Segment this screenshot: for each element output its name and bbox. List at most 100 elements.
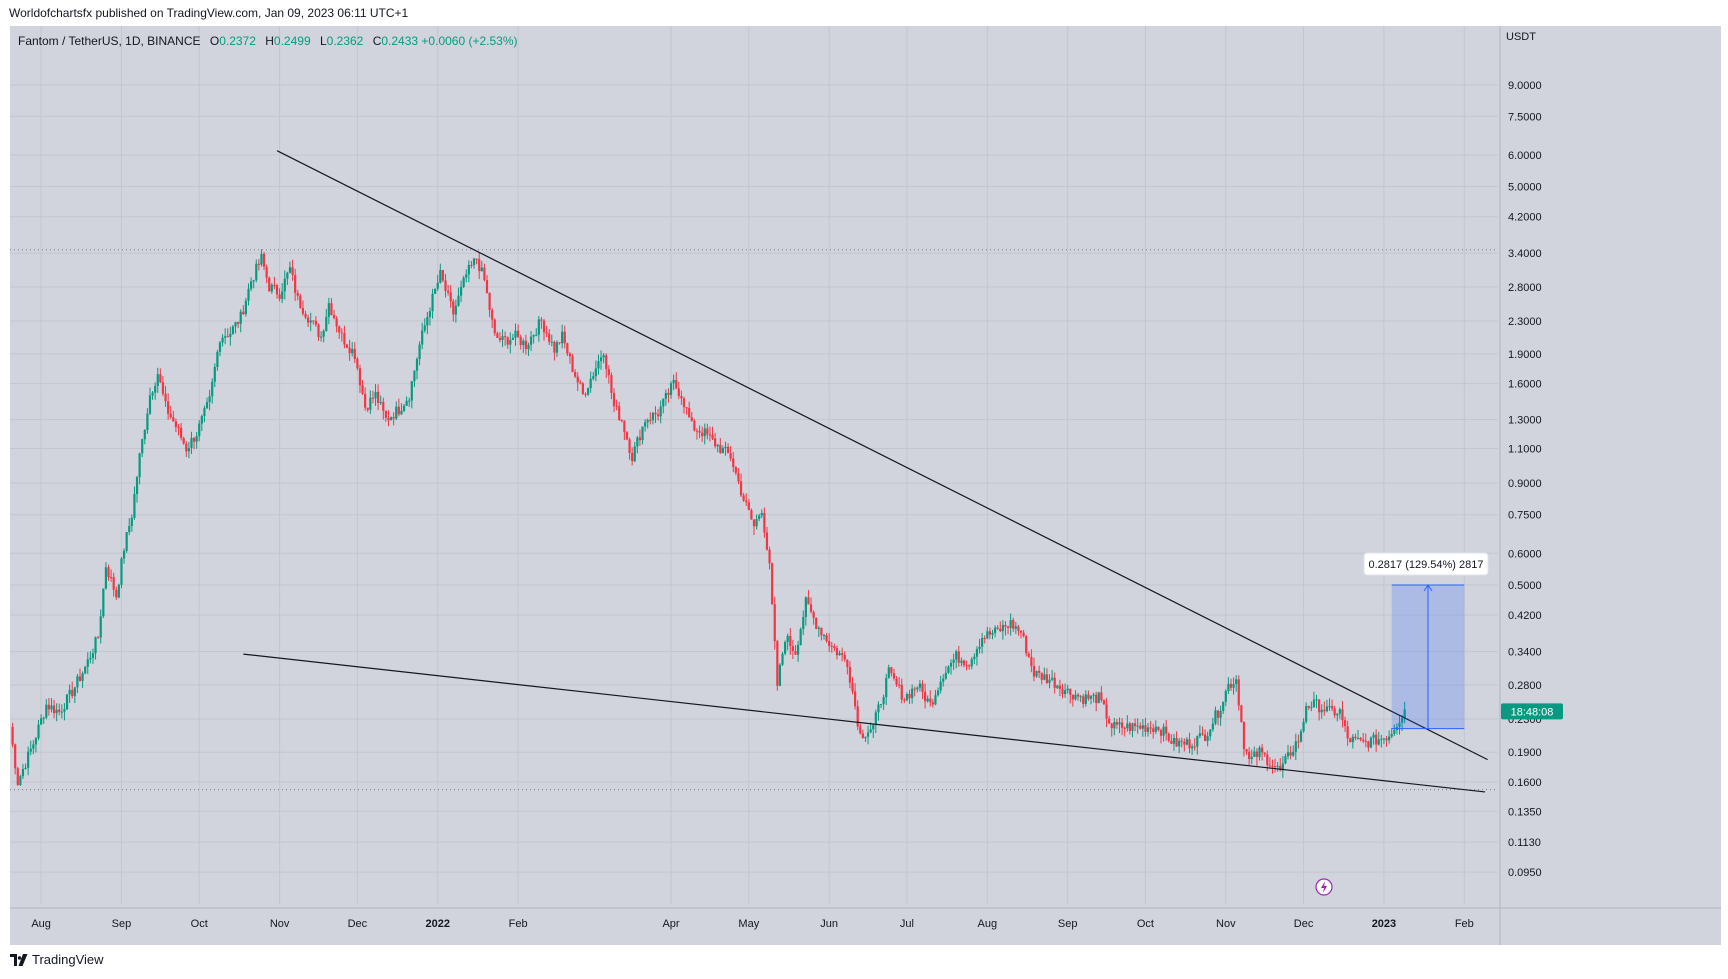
candle-body	[786, 635, 789, 642]
candle-body	[1229, 683, 1233, 688]
candle-body	[1110, 723, 1113, 729]
candle-body	[221, 337, 224, 343]
candle-body	[1281, 763, 1284, 771]
candle-body	[1185, 739, 1189, 745]
candle-body	[861, 733, 864, 739]
symbol-label[interactable]: Fantom / TetherUS, 1D, BINANCE	[18, 34, 201, 48]
candle-body	[211, 381, 214, 397]
candle-body	[229, 333, 232, 338]
candle-body	[1255, 751, 1259, 757]
candle-body	[949, 662, 953, 667]
candle-body	[631, 453, 634, 462]
candle-body	[330, 303, 333, 316]
candle-body	[99, 616, 102, 638]
y-tick-label: 0.4200	[1508, 610, 1542, 622]
y-tick-label: 0.0950	[1508, 867, 1542, 879]
candle-body	[151, 392, 154, 396]
candle-body	[1087, 694, 1090, 699]
candle-body	[623, 420, 626, 433]
candle-body	[1343, 720, 1347, 727]
candle-body	[1170, 740, 1173, 744]
candle-body	[739, 481, 743, 496]
candle-body	[1356, 737, 1360, 739]
candle-body	[778, 664, 782, 686]
candle-body	[817, 627, 820, 629]
candle-body	[962, 660, 966, 666]
candle-body	[752, 519, 756, 527]
y-tick-label: 4.2000	[1508, 212, 1542, 224]
candle-body	[488, 292, 491, 310]
candle-body	[1260, 747, 1264, 753]
lower-trendline	[243, 653, 1486, 793]
candle-body	[1105, 704, 1108, 719]
candle-body	[1032, 665, 1036, 677]
candle-body	[903, 699, 906, 701]
candle-body	[130, 517, 133, 527]
candle-body	[535, 334, 538, 336]
candle-body	[1258, 747, 1261, 757]
candle-body	[965, 665, 968, 667]
candle-body	[146, 413, 149, 431]
candle-body	[52, 705, 56, 714]
candle-body	[830, 645, 833, 647]
candle-body	[628, 439, 631, 454]
candle-body	[529, 336, 533, 345]
candle-body	[224, 336, 227, 338]
candle-body	[698, 430, 701, 433]
candle-body	[1100, 692, 1103, 701]
candle-body	[898, 684, 901, 686]
candle-body	[911, 688, 914, 699]
y-tick-label: 0.5000	[1508, 580, 1542, 592]
candle-body	[612, 392, 616, 407]
candle-body	[102, 588, 105, 617]
y-tick-label: 3.4000	[1508, 248, 1542, 260]
candle-body	[620, 420, 623, 422]
candle-body	[561, 331, 564, 344]
candle-body	[174, 421, 178, 428]
candle-body	[999, 628, 1002, 632]
candle-body	[944, 672, 947, 679]
candle-body	[908, 693, 911, 699]
candle-body	[522, 340, 525, 346]
candle-body	[542, 320, 546, 333]
candle-body	[89, 657, 92, 660]
candle-body	[532, 335, 535, 337]
candle-body	[63, 709, 66, 712]
candle-body	[304, 313, 307, 318]
candle-body	[586, 388, 590, 395]
publish-info: Worldofchartsfx published on TradingView…	[9, 6, 409, 20]
candle-body	[1294, 741, 1297, 752]
candle-body	[133, 494, 136, 518]
candle-body	[1089, 695, 1093, 699]
candle-body	[154, 385, 157, 393]
candle-body	[1390, 733, 1393, 737]
candle-body	[815, 617, 818, 629]
x-tick-label: Nov	[1216, 918, 1236, 930]
candle-body	[1131, 723, 1134, 731]
candle-body	[618, 406, 621, 421]
candle-body	[68, 689, 71, 695]
candle-body	[726, 446, 730, 454]
candle-body	[851, 682, 854, 692]
tradingview-brand[interactable]: TradingView	[10, 952, 104, 967]
candle-body	[1126, 723, 1129, 729]
candle-body	[1338, 709, 1341, 714]
candle-body	[11, 726, 14, 745]
candle-body	[148, 395, 152, 414]
candle-body	[203, 408, 206, 417]
candle-body	[690, 417, 693, 421]
candle-body	[781, 653, 784, 665]
candle-body	[467, 264, 470, 275]
price-chart[interactable]: 9.0000 7.5000 6.0000 5.0000 4.2000 3.4000 2.80…	[10, 26, 1721, 945]
candle-body	[540, 319, 543, 321]
candle-body	[1191, 746, 1194, 749]
candle-body	[327, 303, 330, 317]
candle-body	[14, 744, 17, 769]
candle-body	[465, 274, 468, 278]
candle-body	[957, 651, 960, 663]
chart-area[interactable]: 9.0000 7.5000 6.0000 5.0000 4.2000 3.4000 2.80…	[10, 26, 1721, 945]
candle-body	[553, 341, 556, 353]
candle-body	[34, 738, 38, 745]
y-tick-label: 0.2800	[1508, 680, 1542, 692]
candle-body	[138, 453, 141, 478]
